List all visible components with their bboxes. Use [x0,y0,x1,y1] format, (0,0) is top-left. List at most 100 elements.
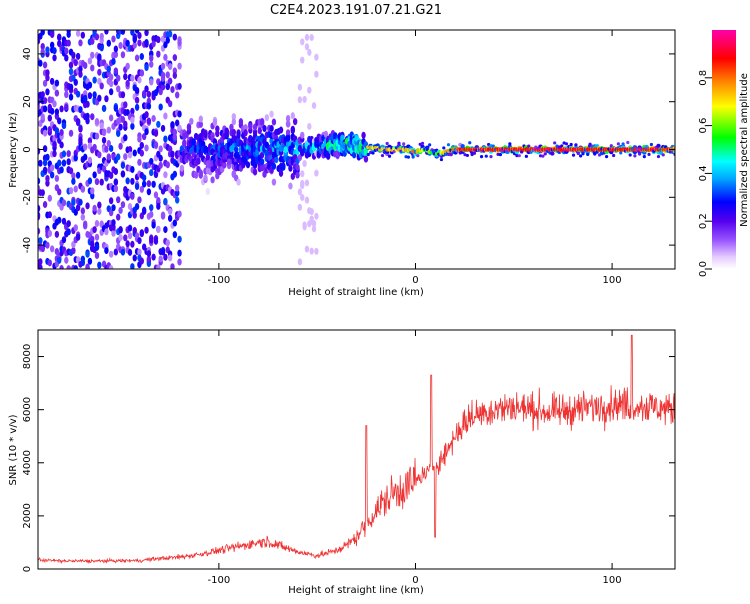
heatmap-cell [285,120,291,128]
heatmap-cell [144,128,149,136]
heatmap-cell [85,202,90,210]
heatmap-cell [116,74,121,82]
heatmap-cell [302,221,307,229]
heatmap-cell [59,105,64,113]
colorbar-label: Normalized spectral amplitude [739,73,750,227]
heatmap-cell [428,143,432,147]
heatmap-cell [120,91,126,99]
heatmap-cell [92,76,97,84]
heatmap-cell [78,70,83,78]
heatmap-cell [134,86,140,94]
heatmap-cell [111,219,116,227]
heatmap-cell [172,33,178,41]
heatmap-cell [139,69,145,77]
heatmap-cell [90,192,95,200]
heatmap-cell [49,41,55,49]
heatmap-cell [113,185,119,193]
heatmap-cell [61,122,67,130]
heatmap-cell [177,62,182,70]
figure-title: C2E4.2023.191.07.21.G21 [270,3,442,18]
colorbar-gradient [712,30,736,269]
spectrogram-panel: -100 0 100 -40 -20 0 20 40 Height of straight … [8,29,676,298]
heatmap-cell [151,115,156,123]
heatmap-cell [243,129,248,137]
heatmap-cell [80,31,86,39]
heatmap-cell [45,74,50,82]
heatmap-cell [553,141,557,145]
heatmap-cell [172,54,178,62]
heatmap-cell [153,129,159,137]
heatmap-cell [295,163,300,171]
heatmap-cell [123,73,128,81]
heatmap-cell [111,204,116,212]
heatmap-cell [47,259,52,267]
heatmap-cell [82,220,88,228]
heatmap-cell [290,125,295,133]
heatmap-cell [527,144,531,148]
heatmap-cell [97,94,102,102]
heatmap-cell [78,136,83,144]
heatmap-cell [92,171,97,179]
heatmap-cell [54,174,60,182]
heatmap-cell [236,131,241,139]
heatmap-cell [311,220,317,228]
heatmap-cell [229,123,234,131]
heatmap-cell [314,169,319,177]
heatmap-cell [80,185,86,193]
heatmap-cell [182,139,187,147]
heatmap-cell [156,197,161,205]
heatmap-cell [132,36,137,44]
heatmap-cell [87,257,93,265]
snr-x-tick-label: 100 [603,575,622,586]
heatmap-cell [49,164,55,172]
heatmap-cell [198,115,203,123]
heatmap-cell [560,144,564,148]
heatmap-cell [160,211,166,219]
heatmap-cell [57,34,62,42]
heatmap-cell [304,43,310,51]
heatmap-cell [588,142,592,146]
snr-x-ticks: -100 0 100 [208,330,622,586]
heatmap-cell [49,171,55,179]
heatmap-cell [99,122,104,130]
heatmap-cell [144,40,149,48]
spectrogram-x-tick-label: -100 [208,275,231,286]
colorbar-tick-label: 0.8 [698,70,709,86]
heatmap-cell [125,39,130,47]
heatmap-cell [517,154,521,158]
spectrogram-y-ticks: -40 -20 0 20 40 [22,48,675,253]
heatmap-cell [108,171,114,179]
heatmap-cell [281,163,286,171]
heatmap-cell [663,145,668,149]
heatmap-cell [90,51,95,59]
heatmap-cell [101,165,107,173]
heatmap-cell [290,112,295,120]
heatmap-cell [144,144,149,152]
heatmap-cell [64,256,69,264]
heatmap-cell [49,31,55,39]
heatmap-cell [104,145,109,153]
heatmap-cell [141,90,147,98]
heatmap-cell [116,213,121,221]
heatmap-cell [167,254,173,262]
heatmap-cell [130,74,135,82]
heatmap-cell [42,79,48,87]
heatmap-cell [163,135,168,143]
heatmap-cell [158,154,163,162]
heatmap-cell [54,108,60,116]
heatmap-cell [94,117,100,125]
heatmap-cell [402,142,406,146]
heatmap-cell [642,155,646,159]
heatmap-cell [160,124,166,132]
heatmap-cell [108,250,114,258]
snr-y-tick-label: 2000 [22,503,33,528]
heatmap-cell [78,106,83,114]
heatmap-cell [45,175,50,183]
heatmap-cell [141,207,147,215]
heatmap-cell [125,177,130,185]
heatmap-cell [146,250,152,258]
heatmap-cell [85,100,90,108]
snr-background [38,330,675,569]
heatmap-cell [134,54,140,62]
